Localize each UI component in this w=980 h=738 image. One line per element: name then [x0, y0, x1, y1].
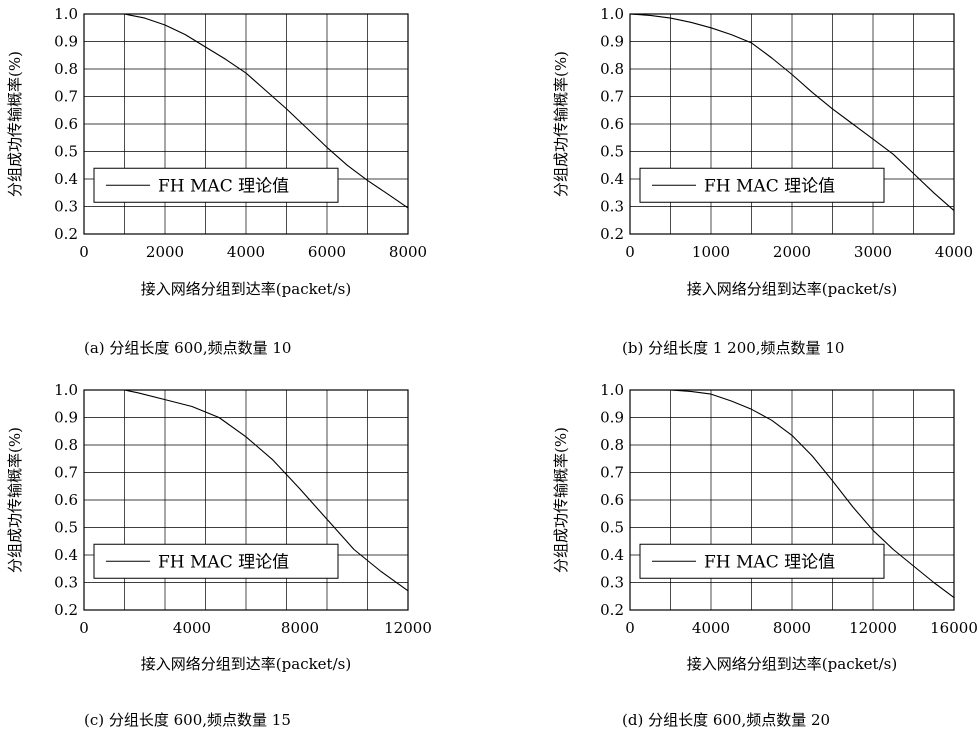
x-tick-label: 16000 — [930, 619, 978, 637]
y-tick-label: 1.0 — [54, 5, 78, 23]
y-tick-label: 0.9 — [54, 33, 78, 51]
x-tick-label: 8000 — [773, 619, 811, 637]
x-tick-label: 12000 — [384, 619, 432, 637]
y-tick-label: 0.3 — [600, 574, 624, 592]
y-axis-label: 分组成功传输概率(%) — [552, 51, 570, 197]
y-tick-label: 0.8 — [600, 436, 624, 454]
y-axis-label: 分组成功传输概率(%) — [6, 427, 24, 573]
chart-panel-1: 0.2 0.3 0.4 0.5 0.6 0.7 0.8 0.9 1.0 0 2000 4000 6000… — [6, 5, 427, 357]
x-tick-label: 4000 — [692, 619, 730, 637]
y-tick-label: 0.6 — [600, 491, 624, 509]
plot-frame — [83, 13, 409, 235]
subfigure-caption: (a) 分组长度 600,频点数量 10 — [84, 339, 291, 357]
x-tick-label: 0 — [79, 243, 89, 261]
y-tick-label: 0.4 — [600, 170, 624, 188]
legend-label: FH MAC 理论值 — [158, 552, 289, 572]
x-tick-label: 4000 — [935, 243, 973, 261]
y-tick-label: 1.0 — [600, 381, 624, 399]
y-tick-label: 0.3 — [600, 198, 624, 216]
y-tick-label: 0.7 — [54, 464, 78, 482]
x-tick-label: 0 — [79, 619, 89, 637]
y-tick-label: 0.5 — [54, 519, 78, 537]
x-tick-label: 3000 — [854, 243, 892, 261]
series-line — [84, 389, 409, 592]
subfigure-caption: (c) 分组长度 600,频点数量 15 — [84, 711, 291, 729]
chart-panel-3: 0.2 0.3 0.4 0.5 0.6 0.7 0.8 0.9 1.0 0 4000 8000 1200… — [6, 381, 432, 729]
y-tick-label: 0.4 — [54, 170, 78, 188]
y-tick-label: 0.2 — [600, 225, 624, 243]
y-tick-label: 0.3 — [54, 198, 78, 216]
series-line — [84, 13, 409, 209]
x-tick-label: 12000 — [849, 619, 897, 637]
y-tick-label: 0.4 — [54, 546, 78, 564]
y-tick-label: 1.0 — [600, 5, 624, 23]
y-tick-label: 0.6 — [600, 115, 624, 133]
x-tick-label: 1000 — [692, 243, 730, 261]
subfigure-caption: (d) 分组长度 600,频点数量 20 — [622, 711, 830, 729]
y-tick-label: 0.6 — [54, 491, 78, 509]
y-tick-label: 0.5 — [600, 143, 624, 161]
legend: FH MAC 理论值 — [93, 167, 339, 203]
y-axis-label: 分组成功传输概率(%) — [6, 51, 24, 197]
plot-frame — [629, 389, 955, 611]
plot-frame — [83, 389, 409, 611]
y-axis-label: 分组成功传输概率(%) — [552, 427, 570, 573]
x-axis-label: 接入网络分组到达率(packet/s) — [687, 280, 897, 298]
x-tick-label: 8000 — [281, 619, 319, 637]
y-tick-label: 0.6 — [54, 115, 78, 133]
y-tick-label: 0.7 — [600, 88, 624, 106]
legend-label: FH MAC 理论值 — [704, 176, 835, 196]
y-tick-label: 0.8 — [54, 436, 78, 454]
legend: FH MAC 理论值 — [93, 543, 339, 579]
x-tick-label: 6000 — [308, 243, 346, 261]
series-line — [629, 13, 955, 212]
legend: FH MAC 理论值 — [639, 543, 885, 579]
chart-panel-2: 0.2 0.3 0.4 0.5 0.6 0.7 0.8 0.9 1.0 0 1000 2000 3000… — [552, 5, 973, 357]
x-axis-label: 接入网络分组到达率(packet/s) — [141, 280, 351, 298]
x-tick-label: 4000 — [227, 243, 265, 261]
legend-label: FH MAC 理论值 — [704, 552, 835, 572]
y-tick-label: 0.9 — [600, 409, 624, 427]
legend-label: FH MAC 理论值 — [158, 176, 289, 196]
y-tick-label: 0.8 — [600, 60, 624, 78]
x-tick-label: 0 — [625, 619, 635, 637]
y-tick-label: 0.4 — [600, 546, 624, 564]
x-tick-label: 4000 — [173, 619, 211, 637]
subfigure-caption: (b) 分组长度 1 200,频点数量 10 — [622, 339, 844, 357]
y-tick-label: 0.9 — [600, 33, 624, 51]
x-axis-label: 接入网络分组到达率(packet/s) — [141, 655, 351, 673]
x-tick-label: 2000 — [773, 243, 811, 261]
y-tick-label: 0.2 — [54, 225, 78, 243]
plot-frame — [629, 13, 955, 235]
y-tick-label: 1.0 — [54, 381, 78, 399]
x-tick-label: 0 — [625, 243, 635, 261]
x-axis-label: 接入网络分组到达率(packet/s) — [687, 655, 897, 673]
y-tick-label: 0.5 — [600, 519, 624, 537]
chart-panel-4: 0.2 0.3 0.4 0.5 0.6 0.7 0.8 0.9 1.0 0 4000 8000 1200… — [552, 381, 978, 729]
y-tick-label: 0.7 — [54, 88, 78, 106]
x-tick-label: 2000 — [146, 243, 184, 261]
y-tick-label: 0.2 — [54, 601, 78, 619]
y-tick-label: 0.3 — [54, 574, 78, 592]
y-tick-label: 0.2 — [600, 601, 624, 619]
y-tick-label: 0.8 — [54, 60, 78, 78]
y-tick-label: 0.9 — [54, 409, 78, 427]
x-tick-label: 8000 — [389, 243, 427, 261]
y-tick-label: 0.7 — [600, 464, 624, 482]
series-line — [630, 389, 955, 599]
y-tick-label: 0.5 — [54, 143, 78, 161]
legend: FH MAC 理论值 — [639, 167, 885, 203]
